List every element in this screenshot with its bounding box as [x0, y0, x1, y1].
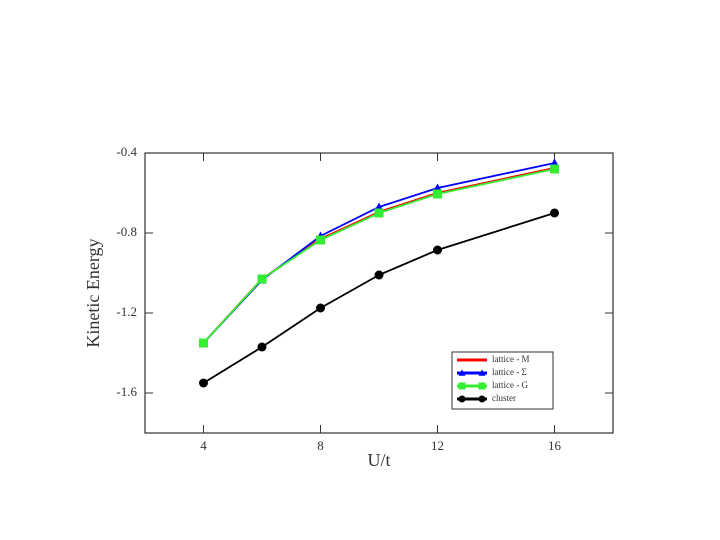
- legend-label: cluster: [492, 393, 516, 403]
- x-tick-label: 8: [317, 438, 324, 453]
- marker: [433, 189, 442, 199]
- marker: [458, 382, 466, 390]
- marker: [374, 208, 384, 218]
- marker: [316, 235, 325, 245]
- marker: [458, 395, 466, 403]
- x-axis-label: U/t: [367, 450, 390, 470]
- legend-label: lattice - M: [492, 354, 530, 364]
- marker: [199, 378, 208, 388]
- marker: [257, 274, 267, 284]
- marker: [478, 382, 486, 390]
- x-tick-label: 4: [200, 438, 207, 453]
- series-line: [202, 168, 555, 344]
- y-axis-label: Kinetic Energy: [83, 238, 103, 347]
- y-tick-label: -0.4: [116, 144, 137, 159]
- marker: [458, 369, 466, 376]
- legend-label: lattice - G: [492, 380, 528, 390]
- series-line: [203, 212, 555, 384]
- marker: [433, 245, 442, 255]
- marker: [257, 342, 267, 352]
- y-tick-label: -1.6: [116, 384, 137, 399]
- marker: [478, 395, 486, 403]
- marker: [550, 208, 559, 218]
- marker: [199, 338, 208, 348]
- marker: [374, 270, 384, 280]
- x-tick-label: 16: [548, 438, 562, 453]
- series-line: [202, 162, 555, 344]
- series-line: [202, 167, 555, 344]
- marker: [550, 164, 559, 174]
- x-tick-label: 12: [431, 438, 444, 453]
- y-tick-label: -0.8: [116, 224, 137, 239]
- marker: [478, 369, 486, 376]
- y-tick-label: -1.2: [116, 304, 137, 319]
- marker: [316, 303, 325, 313]
- plot-frame: [144, 152, 614, 434]
- legend-label: lattice - Σ: [492, 367, 527, 377]
